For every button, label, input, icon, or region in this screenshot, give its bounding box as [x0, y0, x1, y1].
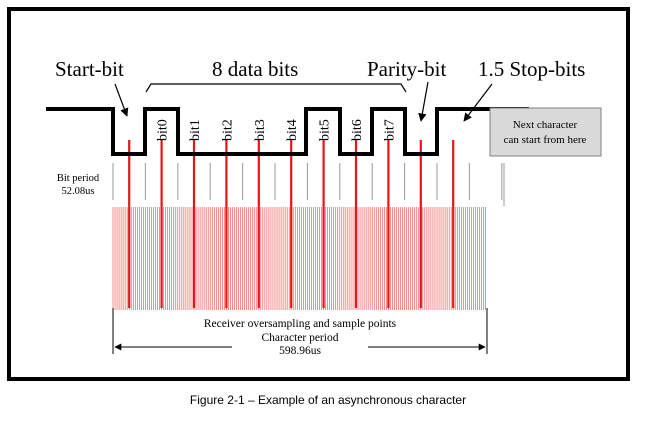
figure-frame [7, 7, 630, 381]
char-period-label: Character period [262, 332, 339, 344]
start-bit-label: Start-bit [55, 57, 124, 81]
char-period-value: 598.96us [279, 345, 321, 357]
stop-bits-arrow [463, 83, 493, 122]
bit-label: bit6 [350, 119, 365, 141]
figure-caption: Figure 2-1 – Example of an asynchronous … [189, 393, 467, 407]
bit-label: bit7 [382, 119, 397, 141]
next-character-box [489, 107, 602, 157]
bit-labels: bit0 bit1 bit2 bit3 bit4 bit5 bit6 bit7 [156, 119, 398, 141]
signal-waveform [46, 107, 529, 156]
next-character-line1: Next character [513, 119, 578, 131]
parity-bit-arrow [418, 81, 429, 122]
data-bits-label: 8 data bits [212, 57, 298, 81]
bit-boundary-ticks [112, 163, 505, 206]
bit-label: bit3 [253, 119, 268, 141]
bit-label: bit2 [220, 119, 235, 141]
start-bit-arrow [114, 83, 129, 117]
bit-period-value: 52.08us [62, 186, 95, 197]
bit-period-label: Bit period [57, 173, 100, 184]
next-character-line2: can start from here [504, 134, 587, 146]
oversampling-label: Receiver oversampling and sample points [204, 318, 397, 330]
bit-label: bit4 [285, 119, 300, 141]
data-bits-brace [145, 83, 407, 93]
stop-bits-label: 1.5 Stop-bits [478, 57, 585, 81]
bit-label: bit1 [188, 119, 203, 141]
bit-label: bit5 [318, 119, 333, 141]
bit-label: bit0 [156, 119, 171, 141]
sample-points [128, 140, 455, 308]
parity-bit-label: Parity-bit [367, 57, 446, 81]
